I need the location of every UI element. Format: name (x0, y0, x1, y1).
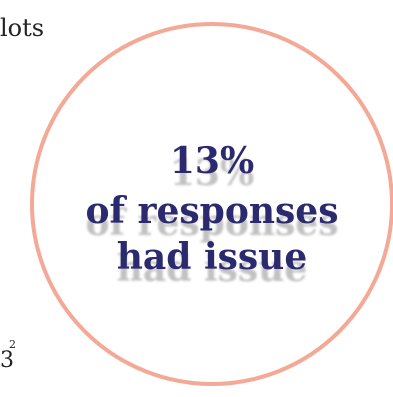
stat-label-line1: of responses (85, 190, 339, 232)
stat-percent: 13% (169, 140, 255, 182)
cropped-slide-text: lots (0, 14, 45, 42)
cropped-slide-mark: 3 (0, 348, 14, 373)
stat-label-line2: had issue (116, 236, 308, 278)
cropped-superscript: 2 (9, 338, 16, 351)
stat-callout-circle (30, 22, 393, 386)
